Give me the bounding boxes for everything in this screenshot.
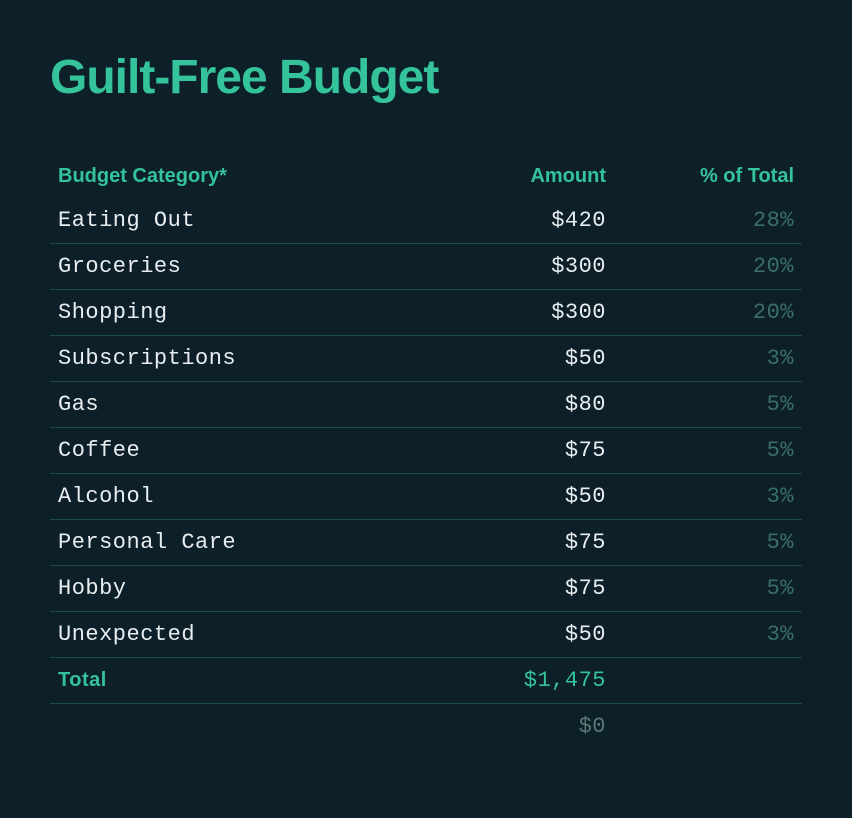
cell-pct: 3% xyxy=(614,336,802,382)
extra-row: $0 xyxy=(50,704,802,750)
table-row: Coffee $75 5% xyxy=(50,428,802,474)
table-row: Eating Out $420 28% xyxy=(50,198,802,244)
total-label: Total xyxy=(50,658,426,704)
cell-amount: $75 xyxy=(426,520,614,566)
table-row: Alcohol $50 3% xyxy=(50,474,802,520)
cell-amount: $80 xyxy=(426,382,614,428)
cell-category: Groceries xyxy=(50,244,426,290)
extra-empty2 xyxy=(614,704,802,750)
cell-pct: 20% xyxy=(614,244,802,290)
page-title: Guilt-Free Budget xyxy=(50,50,802,105)
cell-category: Alcohol xyxy=(50,474,426,520)
cell-amount: $300 xyxy=(426,290,614,336)
cell-pct: 28% xyxy=(614,198,802,244)
cell-pct: 5% xyxy=(614,382,802,428)
table-row: Unexpected $50 3% xyxy=(50,612,802,658)
cell-amount: $50 xyxy=(426,612,614,658)
cell-category: Shopping xyxy=(50,290,426,336)
cell-pct: 3% xyxy=(614,474,802,520)
cell-pct: 5% xyxy=(614,520,802,566)
extra-empty xyxy=(50,704,426,750)
cell-pct: 5% xyxy=(614,566,802,612)
cell-category: Coffee xyxy=(50,428,426,474)
table-row: Groceries $300 20% xyxy=(50,244,802,290)
header-amount: Amount xyxy=(426,155,614,198)
total-amount: $1,475 xyxy=(426,658,614,704)
table-row: Personal Care $75 5% xyxy=(50,520,802,566)
cell-amount: $300 xyxy=(426,244,614,290)
cell-category: Unexpected xyxy=(50,612,426,658)
cell-category: Subscriptions xyxy=(50,336,426,382)
cell-amount: $50 xyxy=(426,474,614,520)
table-header-row: Budget Category* Amount % of Total xyxy=(50,155,802,198)
table-row: Hobby $75 5% xyxy=(50,566,802,612)
cell-pct: 3% xyxy=(614,612,802,658)
cell-amount: $75 xyxy=(426,428,614,474)
table-row: Subscriptions $50 3% xyxy=(50,336,802,382)
total-pct xyxy=(614,658,802,704)
header-pct: % of Total xyxy=(614,155,802,198)
header-category: Budget Category* xyxy=(50,155,426,198)
table-row: Gas $80 5% xyxy=(50,382,802,428)
cell-pct: 5% xyxy=(614,428,802,474)
cell-category: Eating Out xyxy=(50,198,426,244)
cell-category: Gas xyxy=(50,382,426,428)
table-row: Shopping $300 20% xyxy=(50,290,802,336)
budget-table: Budget Category* Amount % of Total Eatin… xyxy=(50,155,802,749)
cell-amount: $420 xyxy=(426,198,614,244)
cell-amount: $75 xyxy=(426,566,614,612)
cell-category: Personal Care xyxy=(50,520,426,566)
total-row: Total $1,475 xyxy=(50,658,802,704)
cell-amount: $50 xyxy=(426,336,614,382)
extra-amount: $0 xyxy=(426,704,614,750)
cell-category: Hobby xyxy=(50,566,426,612)
cell-pct: 20% xyxy=(614,290,802,336)
